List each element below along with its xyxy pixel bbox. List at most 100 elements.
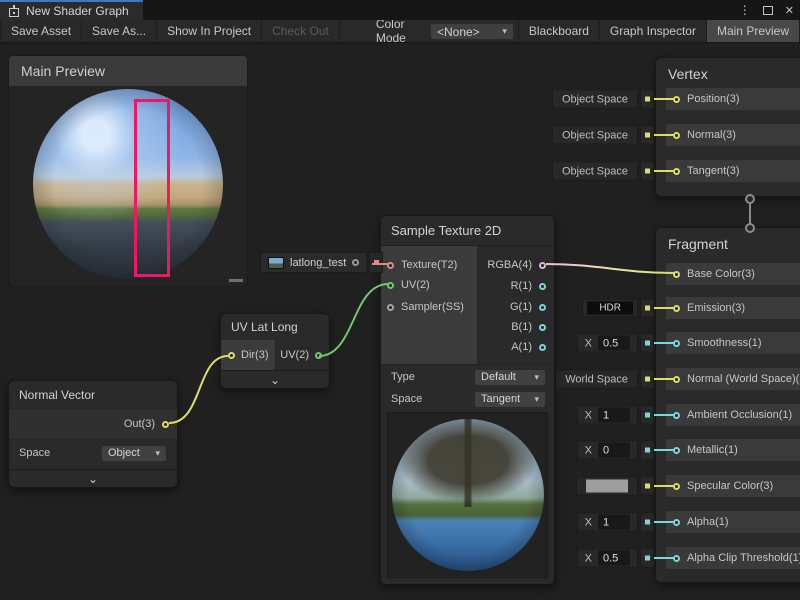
position-label: Position(3) bbox=[687, 93, 740, 105]
smoothness-binding: X 0.5 bbox=[576, 333, 654, 353]
main-preview-button[interactable]: Main Preview bbox=[706, 20, 800, 42]
wire-stub bbox=[640, 521, 679, 523]
texture-preview-sphere bbox=[391, 419, 544, 571]
texture-in-port[interactable] bbox=[387, 261, 394, 269]
alpha-port[interactable] bbox=[673, 518, 680, 526]
normal-ws-port[interactable] bbox=[673, 375, 680, 383]
normal-label: Normal(3) bbox=[687, 129, 736, 141]
uv-out-port[interactable] bbox=[315, 351, 322, 359]
value-input[interactable]: 1 bbox=[598, 407, 630, 423]
uv-lat-long-node[interactable]: UV Lat Long Dir(3) UV(2) ⌄ bbox=[220, 313, 330, 389]
specular-color-label: Specular Color(3) bbox=[687, 480, 774, 492]
sampler-in-label: Sampler(SS) bbox=[401, 301, 464, 313]
main-preview-body bbox=[9, 86, 247, 286]
color-swatch[interactable] bbox=[586, 479, 628, 493]
value-input[interactable]: 1 bbox=[598, 514, 630, 530]
normal-vector-node[interactable]: Normal Vector Out(3) Space Object ▾ ⌄ bbox=[8, 380, 178, 488]
close-icon[interactable]: ✕ bbox=[784, 4, 794, 17]
g-out-port[interactable] bbox=[539, 303, 546, 311]
graph-inspector-button[interactable]: Graph Inspector bbox=[600, 20, 707, 42]
specular-binding bbox=[576, 476, 654, 496]
b-out-port[interactable] bbox=[539, 323, 546, 331]
main-preview-header[interactable]: Main Preview bbox=[9, 56, 247, 86]
r-out-port[interactable] bbox=[539, 282, 546, 290]
value-input[interactable]: 0.5 bbox=[598, 335, 630, 351]
save-asset-button[interactable]: Save Asset bbox=[0, 20, 83, 42]
dir-in-port[interactable] bbox=[228, 351, 235, 359]
x-label: X bbox=[584, 516, 592, 528]
collapse-chevron-icon[interactable]: ⌄ bbox=[221, 370, 329, 388]
color-mode-dropdown[interactable]: <None> ▾ bbox=[429, 23, 514, 40]
a-out-port[interactable] bbox=[539, 343, 546, 351]
x-label: X bbox=[584, 552, 592, 564]
preview-sphere bbox=[33, 89, 223, 279]
tab-new-shader-graph[interactable]: New Shader Graph bbox=[0, 0, 143, 20]
x-label: X bbox=[584, 337, 592, 349]
color-mode-value: <None> bbox=[436, 24, 480, 39]
position-port[interactable] bbox=[673, 95, 680, 103]
fragment-node[interactable]: Fragment Base Color(3) HDR Emission(3) X… bbox=[555, 227, 800, 583]
hdr-pill[interactable]: HDR bbox=[582, 298, 638, 318]
graph-canvas[interactable]: Main Preview Vertex Object Space Positio… bbox=[0, 43, 800, 600]
titlebar: New Shader Graph ⋮ ✕ bbox=[0, 0, 800, 20]
object-space-pill[interactable]: Object Space bbox=[551, 125, 638, 145]
input-row-uv: UV(2) bbox=[387, 275, 430, 295]
resize-handle[interactable] bbox=[229, 279, 243, 282]
wire-stub bbox=[640, 170, 679, 172]
output-row-b: B(1) bbox=[511, 317, 546, 337]
kebab-menu-icon[interactable]: ⋮ bbox=[738, 3, 751, 17]
wire-stub bbox=[640, 98, 679, 100]
r-out-label: R(1) bbox=[510, 280, 532, 292]
sample-texture-2d-node[interactable]: Sample Texture 2D Texture(T2) UV(2) Samp… bbox=[380, 215, 555, 585]
output-row-a: A(1) bbox=[511, 337, 546, 357]
object-space-pill[interactable]: Object Space bbox=[551, 161, 638, 181]
space-dropdown[interactable]: Tangent ▾ bbox=[474, 390, 546, 408]
vertex-node[interactable]: Vertex Object Space Position(3) Object S… bbox=[551, 57, 800, 197]
emission-port[interactable] bbox=[673, 304, 680, 312]
space-dropdown[interactable]: Object ▾ bbox=[101, 444, 167, 462]
out-row: Out(3) bbox=[9, 409, 177, 439]
uv-in-port[interactable] bbox=[387, 281, 394, 289]
out-port[interactable] bbox=[162, 420, 169, 428]
maximize-icon[interactable] bbox=[762, 5, 773, 15]
dir-input-cell: Dir(3) bbox=[221, 340, 276, 370]
ambient-occlusion-port[interactable] bbox=[673, 411, 680, 419]
texture-property-label: latlong_test bbox=[290, 256, 347, 269]
tangent-binding: Object Space bbox=[551, 161, 654, 181]
normal-ws-label: Normal (World Space)(3) bbox=[687, 373, 800, 385]
fragment-row-smoothness: X 0.5 Smoothness(1) bbox=[576, 332, 800, 354]
color-mode-label: Color Mode bbox=[375, 17, 406, 45]
texture-property-pill[interactable]: latlong_test bbox=[260, 252, 368, 273]
alpha-clip-port[interactable] bbox=[673, 554, 680, 562]
value-input[interactable]: 0 bbox=[598, 442, 630, 458]
normal-port[interactable] bbox=[673, 131, 680, 139]
type-dropdown[interactable]: Default ▾ bbox=[474, 368, 546, 386]
latlong-test-property-node[interactable]: latlong_test bbox=[260, 252, 384, 273]
main-preview-panel[interactable]: Main Preview bbox=[8, 55, 248, 287]
blackboard-button[interactable]: Blackboard bbox=[517, 20, 600, 42]
color-swatch-pill[interactable] bbox=[576, 476, 638, 496]
smoothness-port[interactable] bbox=[673, 339, 680, 347]
object-space-pill[interactable]: Object Space bbox=[551, 89, 638, 109]
metallic-port[interactable] bbox=[673, 446, 680, 454]
sampler-in-port[interactable] bbox=[387, 303, 394, 311]
connector-dot bbox=[640, 161, 654, 181]
collapse-chevron-icon[interactable]: ⌄ bbox=[9, 469, 177, 487]
tangent-port[interactable] bbox=[673, 167, 680, 175]
value-input[interactable]: 0.5 bbox=[598, 550, 630, 566]
connector-dot bbox=[640, 440, 654, 460]
rgba-out-port[interactable] bbox=[539, 261, 546, 269]
space-label: Space bbox=[391, 393, 423, 405]
smoothness-label: Smoothness(1) bbox=[687, 337, 762, 349]
show-in-project-button[interactable]: Show In Project bbox=[157, 20, 263, 42]
base-color-port[interactable] bbox=[673, 270, 680, 278]
alpha-label: Alpha(1) bbox=[687, 516, 729, 528]
save-as-button[interactable]: Save As... bbox=[82, 20, 158, 42]
property-out-port[interactable] bbox=[352, 259, 360, 266]
connector-dot bbox=[640, 512, 654, 532]
world-space-pill[interactable]: World Space bbox=[555, 369, 638, 389]
specular-color-port[interactable] bbox=[673, 482, 680, 490]
